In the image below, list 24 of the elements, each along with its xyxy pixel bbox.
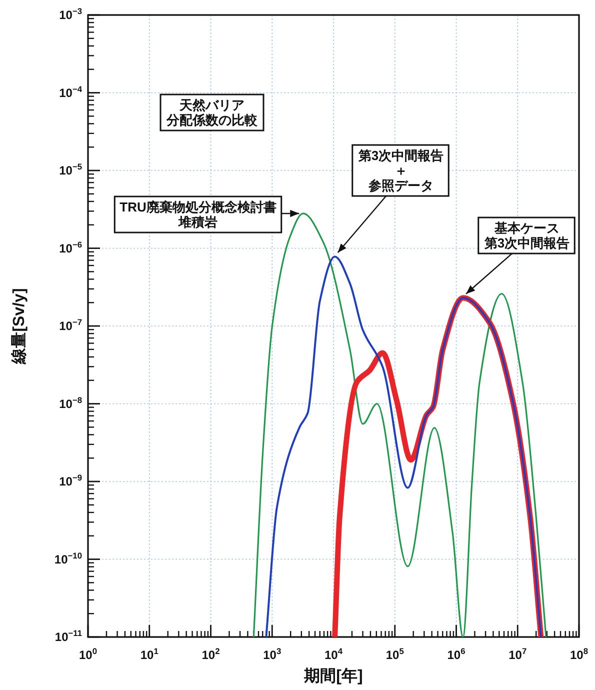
y-tick-label: 10$^{−9}$ xyxy=(59,472,82,488)
y-tick-label: 10$^{−5}$ xyxy=(59,162,82,178)
x-tick-label: 10$^{4}$ xyxy=(324,646,343,662)
x-axis-title: 期間[年] xyxy=(303,667,363,685)
x-tick-label: 10$^{1}$ xyxy=(140,646,159,662)
x-tick-label: 10$^{3}$ xyxy=(263,646,282,662)
y-tick-label: 10$^{−8}$ xyxy=(59,394,82,411)
y-tick-label: 10$^{−10}$ xyxy=(54,550,82,566)
y-tick-label: 10$^{−4}$ xyxy=(59,84,82,100)
text: 基本ケース第3次中間報告 xyxy=(483,220,570,250)
x-tick-label: 10$^{0}$ xyxy=(78,646,98,662)
x-tick-label: 10$^{2}$ xyxy=(202,646,220,662)
y-tick-label: 10$^{−7}$ xyxy=(59,317,82,333)
x-tick-label: 10$^{7}$ xyxy=(508,646,527,662)
text: 第3次中間報告＋参照データ xyxy=(357,148,444,193)
series-label: TRU廃棄物処分概念検討書堆積岩 xyxy=(120,200,276,230)
x-tick-label: 10$^{8}$ xyxy=(570,646,588,662)
y-tick-label: 10$^{−6}$ xyxy=(59,239,82,256)
x-tick-label: 10$^{5}$ xyxy=(386,646,404,662)
y-tick-label: 10$^{−11}$ xyxy=(54,628,82,644)
y-tick-label: 10$^{−3}$ xyxy=(59,6,82,22)
text: 天然バリア分配係数の比較 xyxy=(166,98,258,128)
x-tick-label: 10$^{6}$ xyxy=(447,646,466,662)
y-axis-title: 線量[Sv/y] xyxy=(10,288,28,365)
